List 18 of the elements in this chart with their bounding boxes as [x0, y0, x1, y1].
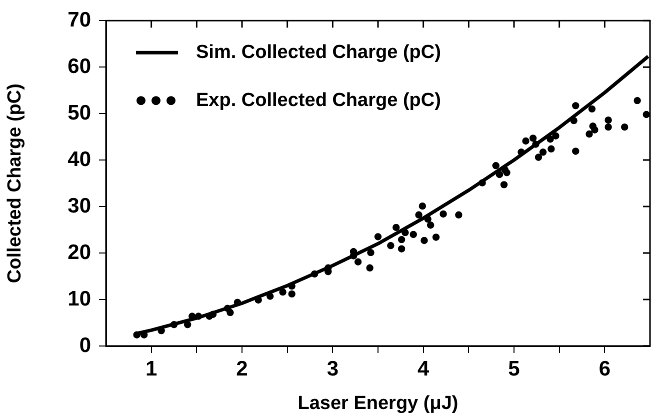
- y-tick-label: 60: [68, 54, 91, 78]
- x-tick-label: 2: [236, 357, 248, 380]
- x-tick-label: 1: [145, 357, 158, 380]
- y-tick-label: 10: [68, 287, 91, 310]
- x-tick-label: 5: [508, 357, 520, 380]
- x-tick-label: 6: [598, 357, 611, 380]
- y-axis-title: Collected Charge (pC): [4, 84, 26, 284]
- y-tick-label: 0: [79, 334, 91, 357]
- y-tick-label: 30: [68, 194, 91, 218]
- y-tick-label: 20: [68, 240, 91, 264]
- y-tick-label: 70: [68, 8, 91, 32]
- legend-label: Sim. Collected Charge (pC): [196, 42, 441, 63]
- x-tick-label: 4: [417, 357, 430, 380]
- y-tick-label: 40: [68, 148, 91, 171]
- legend-label: Exp. Collected Charge (pC): [196, 90, 441, 111]
- y-tick-label: 50: [68, 101, 91, 124]
- x-tick-label: 3: [326, 357, 339, 380]
- x-axis-title: Laser Energy (μJ): [298, 392, 458, 414]
